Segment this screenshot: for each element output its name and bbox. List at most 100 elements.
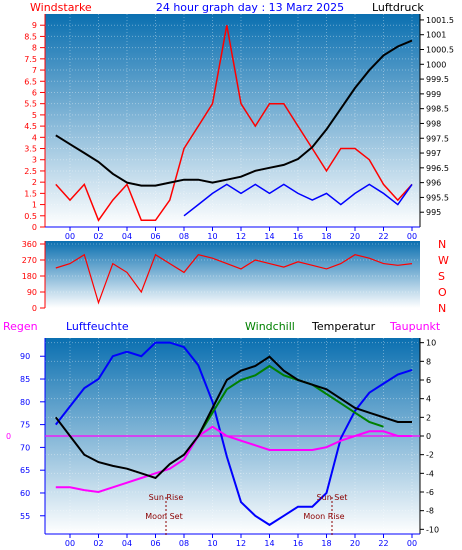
- humidity-ticks: 55 60 65 70 75 80 85 90 0: [6, 338, 46, 534]
- moon-set-label: Moon Set: [145, 512, 182, 521]
- hour-tick-label: 06: [150, 539, 160, 548]
- temperature-ticks: -10 -8 -6 -4 -2 0 2 4 6 8 10: [419, 338, 439, 534]
- hour-tick-label: 04: [122, 539, 132, 548]
- hour-ticks-bottom: 00 02 04 06 08 10 12 14 16 18 20 22 00: [45, 533, 420, 548]
- hour-tick-label: 10: [207, 232, 217, 241]
- humidity-tick-label: 90: [20, 352, 30, 361]
- temperature-tick-label: 10: [426, 339, 436, 348]
- windchill-label: Windchill: [245, 320, 295, 333]
- sun-set-label: Sun Set: [317, 493, 348, 502]
- wind-tick-label: 3.5: [24, 145, 37, 154]
- pressure-tick-label: 996: [426, 179, 441, 188]
- humidity-tick-label: 70: [20, 443, 30, 452]
- hour-tick-label: 12: [236, 232, 246, 241]
- temperature-tick-label: -10: [426, 525, 439, 534]
- wind-direction-grid: [45, 243, 420, 309]
- compass-label: W: [438, 254, 449, 267]
- compass-label: O: [438, 286, 447, 299]
- pressure-tick-label: 997.5: [426, 134, 449, 143]
- wind-tick-label: 2.5: [24, 167, 37, 176]
- hour-tick-label: 18: [321, 539, 331, 548]
- humidity-tick-label: 85: [20, 375, 30, 384]
- wind-tick-label: 5: [32, 111, 37, 120]
- wind-pressure-panel: [45, 14, 420, 227]
- pressure-axis-title: Luftdruck: [372, 1, 424, 14]
- wind-tick-label: 4.5: [24, 122, 37, 131]
- luftfeuchte-label: Luftfeuchte: [66, 320, 129, 333]
- temp-humidity-series: [45, 341, 420, 527]
- wind-tick-label: 1.5: [24, 189, 37, 198]
- pressure-tick-label: 998: [426, 119, 441, 128]
- pressure-tick-label: 999: [426, 90, 441, 99]
- wind-direction-tick-label: 0: [32, 304, 37, 313]
- wind-ticks: 0 0.5 1 1.5 2 2.5 3 3.5 4 4.5 5 5.5 6 6.5 7 7.5 8 8.5 9: [24, 14, 46, 232]
- hour-tick-label: 00: [407, 232, 417, 241]
- hour-tick-label: 02: [93, 232, 103, 241]
- wind-axis-title: Windstarke: [30, 1, 92, 14]
- wind-direction-tick-label: 180: [22, 272, 37, 281]
- wind-tick-label: 7.5: [24, 55, 37, 64]
- wind-pressure-series: [55, 25, 413, 222]
- hour-tick-label: 08: [179, 539, 189, 548]
- wind-direction-series: [55, 253, 413, 305]
- wind-direction-tick-label: 90: [27, 288, 37, 297]
- temperature-tick-label: -6: [426, 488, 434, 497]
- moon-rise-label: Moon Rise: [303, 512, 344, 521]
- wind-tick-label: 7: [32, 66, 37, 75]
- pressure-tick-label: 995.5: [426, 193, 449, 202]
- wind-tick-label: 8.5: [24, 32, 37, 41]
- taupunkt-label: Taupunkt: [389, 320, 441, 333]
- wind-avg-line: [183, 183, 413, 217]
- hour-tick-label: 14: [264, 539, 274, 548]
- windchill-line: [197, 364, 384, 437]
- hour-tick-label: 00: [65, 232, 75, 241]
- temperature-tick-label: 2: [426, 413, 431, 422]
- hour-tick-label: 10: [207, 539, 217, 548]
- hour-tick-label: 00: [65, 539, 75, 548]
- wind-direction-ticks: 0 90 180 270 360: [22, 240, 46, 313]
- humidity-tick-label: 60: [20, 489, 30, 498]
- temperatur-label: Temperatur: [311, 320, 376, 333]
- wind-tick-label: 4: [32, 133, 37, 142]
- humidity-tick-label: 75: [20, 421, 30, 430]
- wind-tick-label: 5.5: [24, 100, 37, 109]
- wind-direction-panel: [45, 241, 420, 308]
- hour-tick-label: 20: [350, 232, 360, 241]
- temperature-tick-label: -4: [426, 469, 434, 478]
- regen-value: 0: [6, 432, 11, 441]
- chart-title: 24 hour graph day : 13 Marz 2025: [156, 1, 344, 14]
- temperature-tick-label: 0: [426, 432, 431, 441]
- humidity-tick-label: 65: [20, 466, 30, 475]
- wind-tick-label: 3: [32, 156, 37, 165]
- dewpoint-line: [55, 425, 412, 494]
- wind-tick-label: 6.5: [24, 77, 37, 86]
- temperature-tick-label: 8: [426, 357, 431, 366]
- wind-tick-label: 6: [32, 88, 37, 97]
- pressure-tick-label: 997: [426, 149, 441, 158]
- wind-direction-tick-label: 360: [22, 240, 37, 249]
- humidity-tick-label: 55: [20, 512, 30, 521]
- compass-label: S: [438, 270, 445, 283]
- compass-label: N: [438, 302, 446, 315]
- hour-tick-label: 22: [378, 232, 388, 241]
- wind-tick-label: 2: [32, 178, 37, 187]
- compass-label: N: [438, 238, 446, 251]
- hour-tick-label: 00: [407, 539, 417, 548]
- pressure-tick-label: 1001: [426, 31, 446, 40]
- temperature-tick-label: 4: [426, 395, 431, 404]
- hour-tick-label: 16: [293, 539, 303, 548]
- pressure-tick-label: 1000: [426, 60, 446, 69]
- pressure-tick-label: 998.5: [426, 105, 449, 114]
- pressure-tick-label: 996.5: [426, 164, 449, 173]
- pressure-tick-label: 999.5: [426, 75, 449, 84]
- hour-tick-label: 04: [122, 232, 132, 241]
- hour-tick-label: 14: [264, 232, 274, 241]
- pressure-tick-label: 1001.5: [426, 16, 454, 25]
- hour-tick-label: 06: [150, 232, 160, 241]
- pressure-tick-label: 995: [426, 208, 441, 217]
- wind-tick-label: 8: [32, 44, 37, 53]
- hour-tick-label: 12: [236, 539, 246, 548]
- wind-tick-label: 1: [32, 201, 37, 210]
